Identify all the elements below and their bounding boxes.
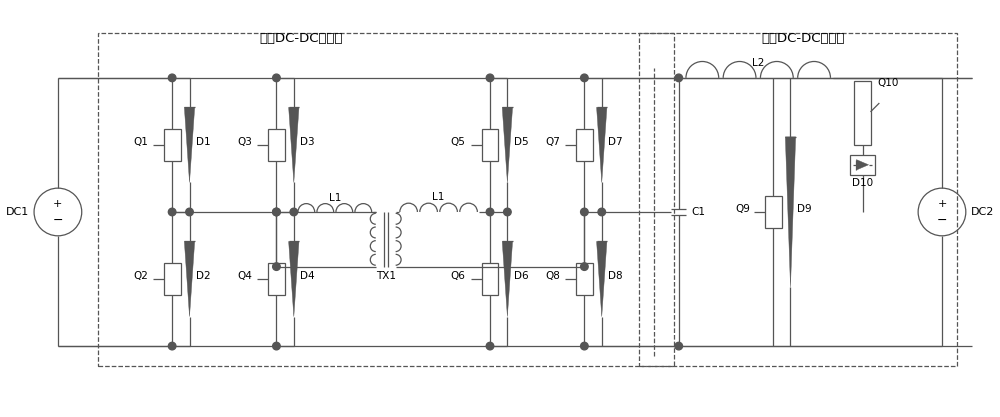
Bar: [639, 33, 957, 366]
Text: Q8: Q8: [545, 271, 560, 281]
Circle shape: [486, 74, 494, 82]
Polygon shape: [502, 241, 513, 317]
Circle shape: [675, 74, 683, 82]
Bar: [854, 81, 871, 145]
Circle shape: [581, 263, 588, 270]
Text: DC1: DC1: [6, 207, 29, 217]
Bar: [576, 263, 593, 295]
Bar: [164, 263, 181, 295]
Text: D3: D3: [300, 137, 315, 147]
Polygon shape: [502, 108, 513, 183]
Bar: [482, 263, 498, 295]
Bar: [98, 33, 674, 366]
Text: D6: D6: [514, 271, 528, 281]
Text: L1: L1: [432, 192, 445, 202]
Text: D2: D2: [196, 271, 211, 281]
Text: DC2: DC2: [971, 207, 994, 217]
Text: TX1: TX1: [376, 271, 396, 281]
Text: D1: D1: [196, 137, 211, 147]
Polygon shape: [597, 108, 607, 183]
Bar: [268, 263, 285, 295]
Circle shape: [273, 342, 280, 350]
Circle shape: [186, 208, 193, 216]
Circle shape: [504, 208, 511, 216]
Circle shape: [273, 208, 280, 216]
Bar: [576, 129, 593, 161]
Text: Q2: Q2: [133, 271, 148, 281]
Circle shape: [168, 74, 176, 82]
Text: D10: D10: [852, 178, 873, 188]
Polygon shape: [597, 241, 607, 317]
Text: 第一DC-DC变换器: 第一DC-DC变换器: [260, 32, 343, 45]
Text: Q7: Q7: [545, 137, 560, 147]
Text: D9: D9: [797, 204, 812, 214]
Text: D4: D4: [300, 271, 315, 281]
Bar: [268, 129, 285, 161]
Text: +: +: [937, 198, 947, 208]
Circle shape: [598, 208, 606, 216]
Circle shape: [581, 74, 588, 82]
Text: L1: L1: [329, 193, 341, 203]
Circle shape: [273, 74, 280, 82]
Polygon shape: [184, 241, 195, 317]
Text: Q3: Q3: [237, 137, 252, 147]
Text: L2: L2: [752, 58, 764, 68]
Polygon shape: [289, 241, 299, 317]
Polygon shape: [184, 108, 195, 183]
Bar: [482, 129, 498, 161]
Circle shape: [168, 208, 176, 216]
Text: −: −: [937, 214, 947, 227]
Bar: [164, 129, 181, 161]
Circle shape: [486, 342, 494, 350]
Text: Q5: Q5: [451, 137, 466, 147]
Text: Q6: Q6: [451, 271, 466, 281]
Circle shape: [273, 208, 280, 216]
Text: D5: D5: [514, 137, 528, 147]
Circle shape: [290, 208, 298, 216]
Text: Q10: Q10: [877, 78, 899, 88]
Text: C1: C1: [691, 207, 705, 217]
Polygon shape: [856, 160, 869, 170]
Text: −: −: [53, 214, 63, 227]
Text: 第二DC-DC变换器: 第二DC-DC变换器: [761, 32, 845, 45]
Bar: [850, 155, 875, 175]
Text: Q4: Q4: [237, 271, 252, 281]
Circle shape: [581, 342, 588, 350]
Polygon shape: [289, 108, 299, 183]
Text: D7: D7: [608, 137, 623, 147]
Text: +: +: [53, 198, 63, 208]
Circle shape: [486, 208, 494, 216]
Circle shape: [168, 342, 176, 350]
Text: Q9: Q9: [735, 204, 750, 214]
Circle shape: [675, 342, 683, 350]
Polygon shape: [785, 137, 796, 287]
Bar: [765, 196, 782, 228]
Circle shape: [273, 263, 280, 270]
Text: D8: D8: [608, 271, 623, 281]
Text: Q1: Q1: [133, 137, 148, 147]
Circle shape: [581, 208, 588, 216]
